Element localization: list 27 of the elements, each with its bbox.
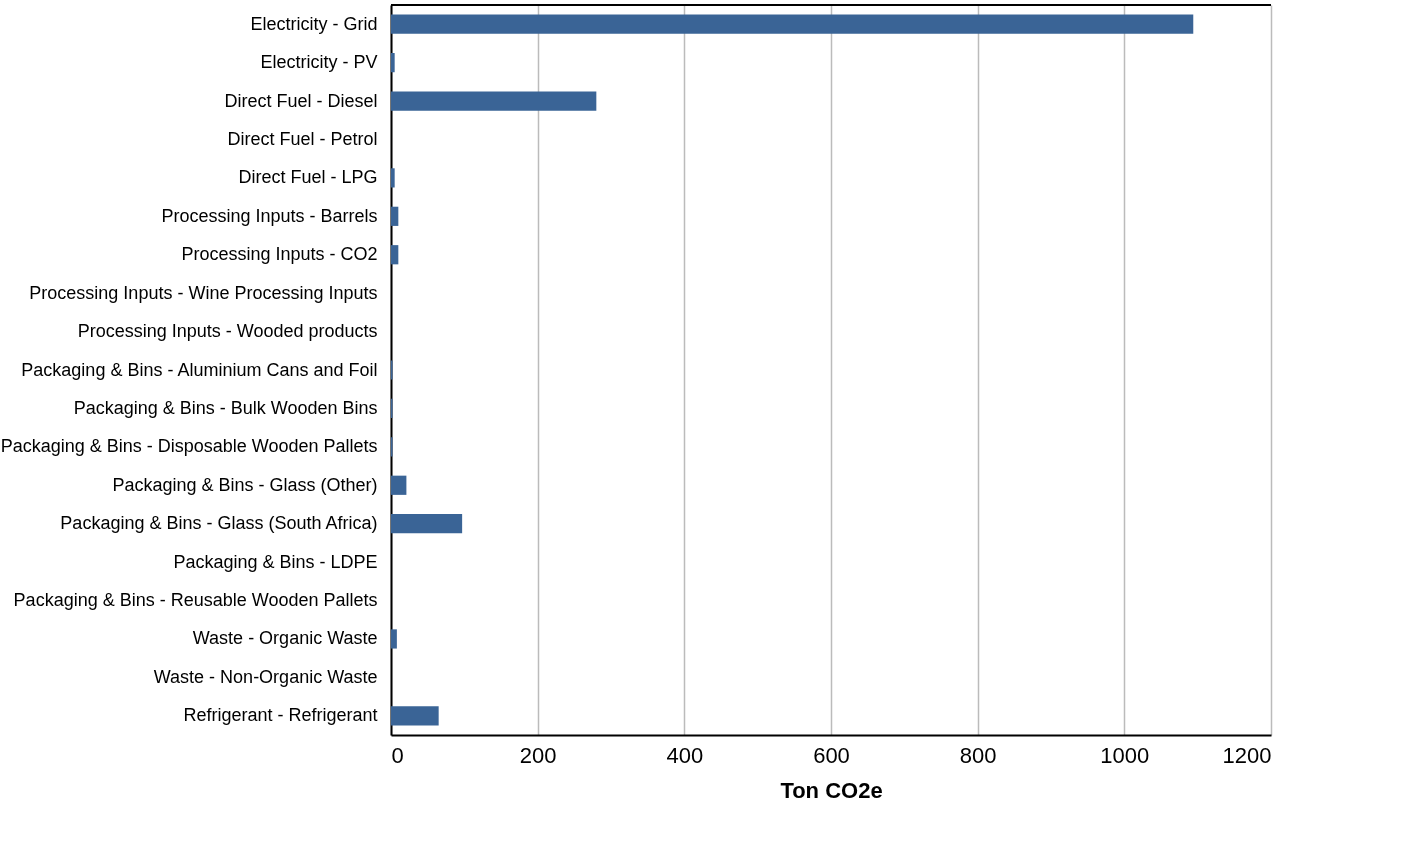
y-tick-label: Packaging & Bins - Reusable Wooden Pallets	[13, 590, 378, 611]
y-tick-label: Refrigerant - Refrigerant	[183, 705, 378, 726]
y-tick-label: Processing Inputs - Wine Processing Inputs	[29, 282, 378, 303]
y-tick-label: Packaging & Bins - Glass (South Africa)	[60, 513, 378, 534]
y-tick-label: Packaging & Bins - Bulk Wooden Bins	[73, 397, 378, 418]
x-tick-label: 200	[519, 742, 557, 768]
x-tick-label: 0	[391, 742, 404, 768]
y-tick-label: Processing Inputs - Wooded products	[77, 321, 378, 342]
y-tick-label: Direct Fuel - Petrol	[227, 128, 378, 149]
y-tick-label: Packaging & Bins - Aluminium Cans and Foil	[21, 359, 378, 380]
x-tick-label: 1000	[1100, 742, 1150, 768]
y-tick-label: Direct Fuel - LPG	[238, 167, 378, 188]
y-tick-label: Processing Inputs - Barrels	[161, 205, 378, 226]
y-tick-label: Packaging & Bins - LDPE	[173, 551, 378, 572]
y-tick-label: Direct Fuel - Diesel	[224, 90, 378, 111]
x-axis-title: Ton CO2e	[780, 777, 883, 803]
y-tick-label: Electricity - Grid	[250, 13, 378, 34]
x-tick-label: 1200	[1222, 742, 1272, 768]
x-tick-label: 600	[813, 742, 850, 768]
y-tick-label: Processing Inputs - CO2	[181, 244, 378, 265]
y-tick-label: Packaging & Bins - Glass (Other)	[112, 474, 378, 495]
y-tick-label: Waste - Organic Waste	[192, 628, 378, 649]
y-tick-label: Packaging & Bins - Disposable Wooden Pallets	[0, 436, 378, 457]
x-tick-label: 800	[959, 742, 997, 768]
y-tick-label: Waste - Non-Organic Waste	[153, 666, 378, 687]
y-tick-label: Electricity - PV	[260, 52, 378, 73]
x-tick-label: 400	[666, 742, 704, 768]
